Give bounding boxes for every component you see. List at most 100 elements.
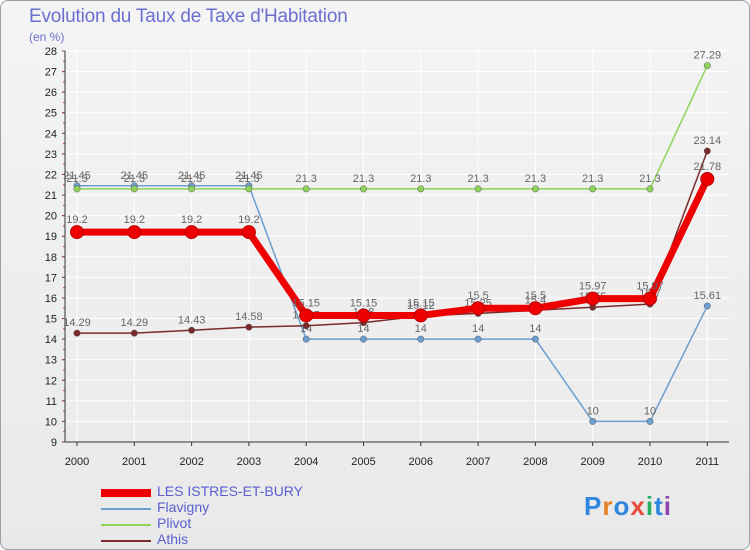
- point-les-istres-et-bury-2009: [585, 291, 600, 306]
- data-label-plivot-2000: 21.3: [66, 173, 87, 185]
- y-tick-label-14: 14: [45, 334, 57, 346]
- y-minor-tick: [63, 431, 65, 433]
- data-label-les-istres-et-bury-2008: 15.5: [525, 290, 546, 302]
- series-line-les-istres-et-bury: [77, 177, 711, 319]
- y-minor-tick: [63, 410, 65, 412]
- point-athis-2002: [188, 326, 196, 334]
- data-label-flavigny-2001: 21.45: [121, 170, 149, 182]
- x-tick-label-2002: 2002: [179, 456, 203, 468]
- point-les-istres-et-bury-2007: [471, 301, 486, 316]
- point-athis-2003: [245, 323, 253, 331]
- point-athis-2004: [302, 322, 310, 330]
- y-minor-tick: [63, 71, 65, 73]
- data-label-les-istres-et-bury-2007: 15.5: [467, 290, 488, 302]
- data-label-flavigny-2008: 14: [529, 323, 541, 335]
- logo-letter: i: [663, 491, 672, 521]
- x-tick-label-2008: 2008: [523, 456, 547, 468]
- data-label-athis-2000: 14.29: [63, 317, 91, 329]
- data-label-flavigny-2002: 21.45: [178, 170, 206, 182]
- chart-title: Evolution du Taux de Taxe d'Habitation: [29, 6, 348, 27]
- point-les-istres-et-bury-2003: [241, 225, 256, 240]
- data-label-plivot-2004: 21.3: [295, 173, 316, 185]
- x-tick-label-2003: 2003: [237, 456, 261, 468]
- logo-letter: o: [613, 491, 631, 521]
- y-minor-tick: [63, 81, 65, 83]
- x-tick-label-2010: 2010: [638, 456, 662, 468]
- y-tick-label-18: 18: [45, 252, 57, 264]
- data-label-plivot-2010: 21.3: [639, 173, 660, 185]
- y-minor-tick: [63, 400, 65, 402]
- x-tick-label-2004: 2004: [294, 456, 318, 468]
- data-label-flavigny-2006: 14: [415, 323, 427, 335]
- y-minor-tick: [63, 369, 65, 371]
- y-tick-label-21: 21: [45, 190, 57, 202]
- point-les-istres-et-bury-2004: [299, 308, 314, 323]
- point-les-istres-et-bury-2010: [643, 291, 657, 306]
- y-minor-tick: [63, 307, 65, 309]
- point-les-istres-et-bury-2011: [700, 172, 715, 187]
- point-plivot-2004: [302, 185, 310, 193]
- data-label-flavigny-2007: 14: [472, 323, 484, 335]
- legend-label-plivot: Plivot: [157, 515, 192, 531]
- y-minor-tick: [63, 276, 65, 278]
- logo-letter: P: [584, 491, 603, 521]
- y-tick-label-11: 11: [46, 396, 57, 408]
- data-label-les-istres-et-bury-2006: 15.15: [407, 297, 435, 309]
- y-minor-tick: [63, 184, 65, 186]
- y-minor-tick: [63, 246, 65, 247]
- y-minor-tick: [63, 60, 65, 62]
- legend-swatch-athis: [101, 540, 151, 542]
- legend-label-les-istres-et-bury: LES ISTRES-ET-BURY: [157, 483, 304, 499]
- point-athis-2000: [73, 329, 81, 337]
- y-minor-tick: [63, 359, 65, 361]
- chart-unit: (en %): [29, 30, 65, 44]
- data-label-flavigny-2011: 15.61: [694, 290, 722, 302]
- data-label-plivot-2009: 21.3: [582, 173, 603, 185]
- point-plivot-2003: [245, 185, 253, 193]
- data-label-plivot-2002: 21.3: [181, 173, 202, 185]
- y-tick-label-22: 22: [45, 169, 57, 181]
- y-tick-label-10: 10: [45, 416, 57, 428]
- data-label-plivot-2007: 21.3: [467, 173, 488, 185]
- x-tick-label-2009: 2009: [580, 456, 604, 468]
- y-minor-tick: [63, 390, 65, 392]
- point-les-istres-et-bury-2000: [70, 225, 84, 240]
- point-flavigny-2011: [703, 302, 711, 310]
- data-label-les-istres-et-bury-2003: 19.2: [238, 214, 259, 226]
- series-line-flavigny: [77, 185, 708, 423]
- point-les-istres-et-bury-2008: [528, 301, 543, 316]
- y-minor-tick: [63, 153, 65, 155]
- y-tick-label-27: 27: [45, 67, 57, 79]
- data-label-les-istres-et-bury-2009: 15.97: [579, 281, 607, 293]
- point-flavigny-2007: [474, 335, 482, 343]
- data-label-les-istres-et-bury-2002: 19.2: [181, 214, 202, 226]
- point-plivot-2010: [646, 185, 654, 193]
- data-label-les-istres-et-bury-2000: 19.2: [66, 214, 87, 226]
- legend-swatch-flavigny: [101, 508, 151, 510]
- y-tick-label-9: 9: [51, 437, 57, 449]
- point-plivot-2007: [474, 185, 482, 193]
- point-plivot-2002: [188, 185, 196, 193]
- y-minor-tick: [63, 420, 65, 422]
- point-les-istres-et-bury-2006: [413, 308, 428, 323]
- series-line-plivot: [77, 65, 708, 190]
- point-plivot-2009: [589, 185, 597, 193]
- y-minor-tick: [63, 235, 65, 237]
- legend-swatch-plivot: [101, 524, 151, 526]
- point-flavigny-2008: [531, 335, 539, 343]
- y-minor-tick: [63, 225, 65, 227]
- data-label-les-istres-et-bury-2005: 15.15: [350, 297, 378, 309]
- y-tick-label-20: 20: [45, 211, 57, 223]
- series-line-athis: [77, 150, 709, 334]
- point-flavigny-2009: [589, 417, 597, 425]
- point-plivot-2001: [130, 185, 138, 193]
- data-label-plivot-2001: 21.3: [124, 173, 145, 185]
- logo-letter: r: [602, 491, 614, 521]
- y-minor-tick: [63, 132, 65, 134]
- data-label-flavigny-2003: 21.45: [235, 170, 263, 182]
- y-minor-tick: [63, 441, 65, 443]
- y-tick-label-24: 24: [45, 128, 57, 140]
- y-minor-tick: [63, 379, 65, 381]
- x-tick-label-2001: 2001: [122, 456, 146, 468]
- y-minor-tick: [63, 112, 65, 114]
